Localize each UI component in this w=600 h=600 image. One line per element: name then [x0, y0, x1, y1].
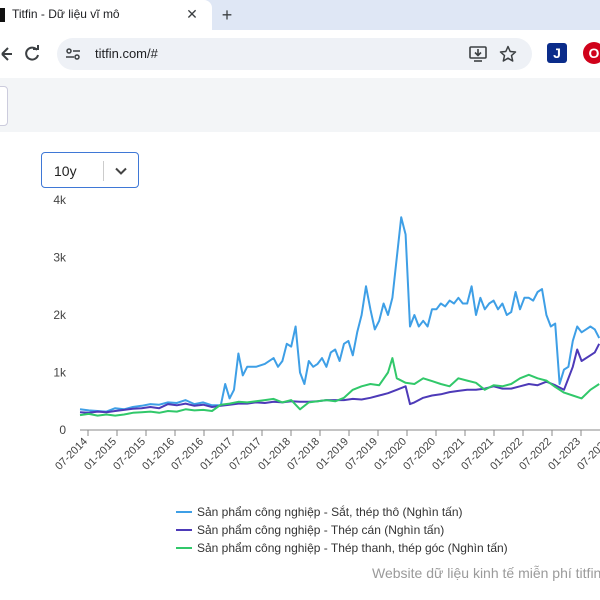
extension-j-icon[interactable]: J	[547, 43, 567, 63]
y-tick-label: 2k	[53, 308, 67, 322]
browser-toolbar: titfin.com/# J O	[0, 30, 600, 78]
series-line-1	[79, 343, 600, 414]
back-arrow-icon[interactable]	[0, 44, 12, 64]
legend-label: Sản phẩm công nghiệp - Thép cán (Nghìn t…	[197, 523, 444, 537]
legend-label: Sản phẩm công nghiệp - Sắt, thép thô (Ng…	[197, 504, 463, 519]
site-info-icon[interactable]	[65, 46, 81, 62]
address-bar[interactable]: titfin.com/#	[57, 38, 532, 70]
y-tick-label: 3k	[53, 251, 67, 265]
tab-strip: Titfin - Dữ liệu vĩ mô ✕ +	[0, 0, 600, 30]
tab-close-icon[interactable]: ✕	[186, 6, 198, 22]
series-layer	[79, 216, 600, 417]
url-text[interactable]: titfin.com/#	[95, 46, 158, 61]
y-tick-label: 0	[59, 423, 66, 437]
select-separator	[103, 161, 104, 181]
page-header-band	[0, 78, 600, 132]
install-app-icon[interactable]	[469, 45, 487, 63]
footer-text: Website dữ liệu kinh tế miễn phí titfin	[372, 565, 600, 581]
bookmark-star-icon[interactable]	[499, 45, 517, 63]
y-tick-label: 1k	[53, 366, 67, 380]
series-line-0	[79, 216, 600, 413]
x-axis: 07-201401-201507-201501-201607-201601-20…	[53, 429, 600, 473]
series-line-2	[79, 357, 600, 417]
extension-red-icon[interactable]: O	[583, 42, 600, 64]
reload-icon[interactable]	[22, 44, 42, 64]
new-tab-button[interactable]: +	[221, 5, 233, 25]
browser-tab[interactable]: Titfin - Dữ liệu vĩ mô ✕	[0, 0, 212, 30]
range-select[interactable]: 10y	[41, 152, 139, 188]
menu-button[interactable]	[0, 86, 8, 126]
chevron-down-icon[interactable]	[114, 164, 128, 178]
y-axis: 0 1k 2k 3k 4k	[53, 193, 67, 437]
legend: Sản phẩm công nghiệp - Sắt, thép thô (Ng…	[176, 504, 508, 555]
favicon-icon	[0, 8, 5, 22]
range-select-value: 10y	[54, 163, 77, 179]
y-tick-label: 4k	[53, 193, 67, 207]
legend-label: Sản phẩm công nghiệp - Thép thanh, thép …	[197, 541, 508, 555]
tab-title: Titfin - Dữ liệu vĩ mô	[12, 7, 120, 21]
line-chart: 0 1k 2k 3k 4k 07-201401-201507-201501-201607…	[53, 193, 600, 555]
